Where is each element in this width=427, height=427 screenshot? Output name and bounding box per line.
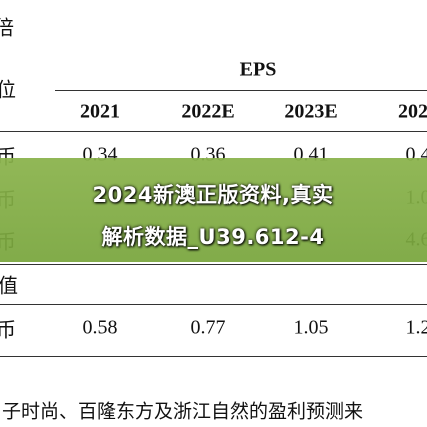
cell: 1.05 [293,316,329,339]
cell: 0.77 [190,316,226,339]
group-header: EPS [239,58,277,81]
column-header: 2023E [284,100,338,123]
footnote: 子时尚、百隆东方及浙江自然的盈利预测来 [2,401,364,423]
rule [0,356,427,357]
column-header: 2021 [80,100,120,123]
row-label: 币 [0,319,16,342]
rule [0,264,427,265]
title-fragment: 倍 [0,17,14,40]
rule [55,90,427,91]
banner-line: 解析数据_U39.612-4 [101,225,325,249]
column-header: 2024 [398,100,427,123]
column-header: 2022E [181,100,235,123]
cell: 0.58 [82,316,118,339]
overlay-banner: 2024新澳正版资料,真实 解析数据_U39.612-4 [0,158,427,262]
rule [0,304,427,305]
unit-label: 位 [0,79,16,102]
cell: 1.2 [405,316,427,339]
banner-line: 2024新澳正版资料,真实 [92,183,334,207]
rule [0,131,427,132]
section-label: 值 [0,275,18,298]
